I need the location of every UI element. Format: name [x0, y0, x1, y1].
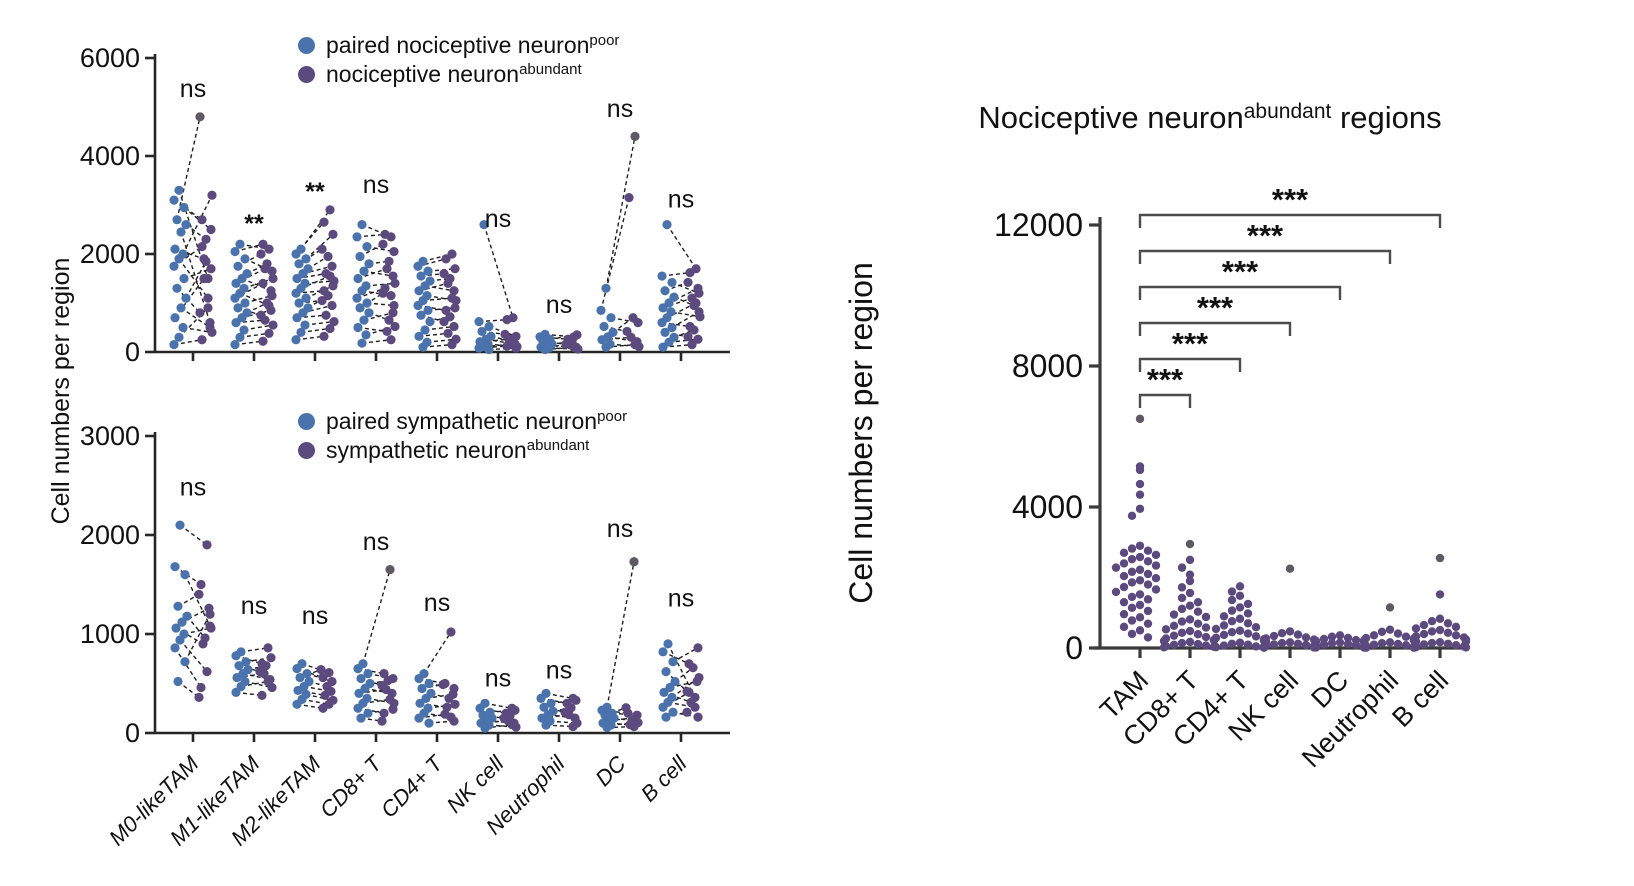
- legend-label: nociceptive neuronabundant: [326, 61, 582, 87]
- svg-text:***: ***: [1272, 182, 1309, 217]
- svg-text:B cell: B cell: [636, 750, 693, 807]
- svg-text:**: **: [305, 178, 325, 206]
- svg-text:ns: ns: [607, 95, 633, 123]
- svg-text:ns: ns: [363, 528, 389, 556]
- legend-item: nociceptive neuronabundant: [298, 60, 619, 89]
- svg-text:6000: 6000: [80, 43, 140, 73]
- left-y-axis-label: Cell numbers per region: [47, 257, 75, 525]
- svg-text:ns: ns: [180, 75, 206, 103]
- svg-text:ns: ns: [485, 205, 511, 233]
- svg-text:ns: ns: [668, 584, 694, 612]
- svg-text:0: 0: [1065, 630, 1083, 666]
- svg-text:B cell: B cell: [1386, 665, 1454, 733]
- right-chart-title: Nociceptive neuronabundant regions: [978, 100, 1442, 135]
- svg-text:0: 0: [125, 337, 140, 367]
- svg-text:CD8+ T: CD8+ T: [315, 750, 388, 823]
- svg-text:***: ***: [1247, 218, 1284, 253]
- legend-dot-nociceptive-poor: [298, 37, 315, 54]
- svg-text:12000: 12000: [994, 207, 1083, 243]
- legend-item: paired sympathetic neuronpoor: [298, 407, 627, 436]
- legend-dot-sympathetic-abundant: [298, 442, 315, 459]
- svg-text:2000: 2000: [80, 239, 140, 269]
- nociceptive-paired-chart: 0 2000 4000 6000 ns ** ** ns ns ns ns ns: [80, 43, 730, 367]
- legend-dot-nociceptive-abundant: [298, 66, 315, 83]
- svg-text:ns: ns: [180, 473, 206, 501]
- svg-text:1000: 1000: [80, 619, 140, 649]
- legend-item: paired nociceptive neuronpoor: [298, 31, 619, 60]
- svg-text:ns: ns: [546, 291, 572, 319]
- right-y-axis-label: Cell numbers per region: [843, 262, 879, 604]
- legend-label: paired sympathetic neuronpoor: [326, 408, 628, 434]
- svg-text:ns: ns: [607, 515, 633, 543]
- svg-text:Neutrophil: Neutrophil: [1296, 665, 1404, 773]
- svg-text:***: ***: [1147, 362, 1184, 397]
- svg-text:ns: ns: [668, 185, 694, 213]
- svg-text:**: **: [244, 210, 264, 238]
- svg-text:***: ***: [1222, 254, 1259, 289]
- svg-text:3000: 3000: [80, 421, 140, 451]
- legend-label: paired nociceptive neuronpoor: [326, 32, 620, 58]
- svg-text:ns: ns: [485, 664, 511, 692]
- svg-text:4000: 4000: [1012, 489, 1083, 525]
- legend-label: sympathetic neuronabundant: [326, 437, 590, 463]
- svg-text:DC: DC: [590, 751, 630, 791]
- svg-text:8000: 8000: [1012, 348, 1083, 384]
- svg-text:4000: 4000: [80, 141, 140, 171]
- legend-item: sympathetic neuronabundant: [298, 436, 627, 465]
- svg-text:ns: ns: [241, 592, 267, 620]
- svg-text:ns: ns: [424, 589, 450, 617]
- svg-text:ns: ns: [363, 171, 389, 199]
- sympathetic-paired-chart: 0100020003000nsM0-likeTAMnsM1-likeTAMnsM…: [80, 421, 730, 850]
- svg-text:***: ***: [1197, 290, 1234, 325]
- svg-text:2000: 2000: [80, 520, 140, 550]
- legend-nociceptive: paired nociceptive neuronpoor nociceptiv…: [298, 31, 619, 89]
- svg-text:***: ***: [1172, 326, 1209, 361]
- svg-text:ns: ns: [546, 657, 572, 685]
- svg-text:CD4+ T: CD4+ T: [376, 750, 449, 823]
- svg-text:ns: ns: [302, 602, 328, 630]
- legend-dot-sympathetic-poor: [298, 413, 315, 430]
- svg-text:0: 0: [125, 718, 140, 748]
- legend-sympathetic: paired sympathetic neuronpoor sympatheti…: [298, 407, 627, 465]
